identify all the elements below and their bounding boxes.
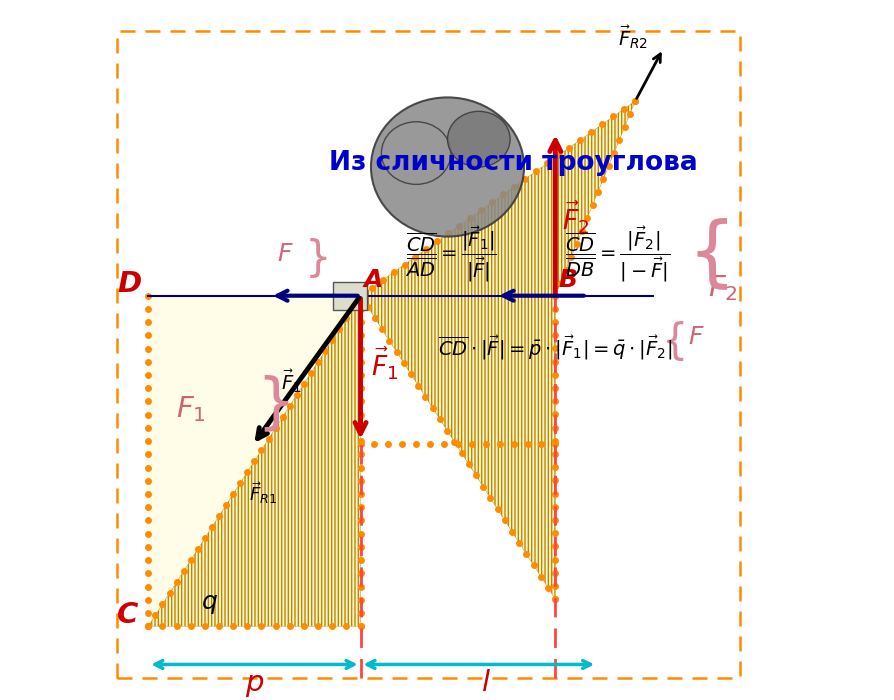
Text: $q$: $q$ xyxy=(200,592,217,616)
Polygon shape xyxy=(360,101,635,295)
Text: D: D xyxy=(117,270,141,298)
Polygon shape xyxy=(148,295,360,626)
Text: $\overline{CD}\cdot|\vec{F}| = \bar{p}\cdot|\vec{F}_1| = \bar{q}\cdot|\vec{F}_2|: $\overline{CD}\cdot|\vec{F}| = \bar{p}\c… xyxy=(438,334,671,362)
Text: }: } xyxy=(256,374,295,433)
Text: $\vec{F}_2$: $\vec{F}_2$ xyxy=(561,199,589,236)
Polygon shape xyxy=(148,295,360,626)
Text: {: { xyxy=(661,321,687,363)
Text: $\vec{F}_1$: $\vec{F}_1$ xyxy=(280,368,301,395)
FancyBboxPatch shape xyxy=(333,282,367,309)
Text: $p$: $p$ xyxy=(245,671,264,699)
Ellipse shape xyxy=(370,97,524,237)
Text: $F$: $F$ xyxy=(687,326,704,349)
Ellipse shape xyxy=(381,122,451,184)
Text: A: A xyxy=(364,268,383,293)
Text: $l$: $l$ xyxy=(480,669,490,697)
Text: $F_1$: $F_1$ xyxy=(176,395,206,424)
Text: $\vec{F}_{R2}$: $\vec{F}_{R2}$ xyxy=(617,23,647,50)
Text: C: C xyxy=(117,601,139,629)
Text: $\vec{F}_{R1}$: $\vec{F}_{R1}$ xyxy=(249,480,277,506)
Text: Из сличности троуглова: Из сличности троуглова xyxy=(329,150,697,176)
Text: $\dfrac{\overline{CD}}{\overline{AD}} = \dfrac{|\vec{F}_1|}{|\vec{F}|}$: $\dfrac{\overline{CD}}{\overline{AD}} = … xyxy=(405,224,496,284)
Text: $\dfrac{\overline{CD}}{\overline{DB}} = \dfrac{|\vec{F}_2|}{|-\vec{F}|}$: $\dfrac{\overline{CD}}{\overline{DB}} = … xyxy=(565,224,670,284)
Text: $F$: $F$ xyxy=(277,242,293,266)
Text: }: } xyxy=(305,238,331,280)
Text: B: B xyxy=(558,268,578,293)
Text: {: { xyxy=(687,217,735,291)
Ellipse shape xyxy=(447,111,510,167)
Text: $F_2$: $F_2$ xyxy=(708,273,738,302)
Text: $\vec{F}_1$: $\vec{F}_1$ xyxy=(370,345,398,382)
Polygon shape xyxy=(360,295,554,599)
